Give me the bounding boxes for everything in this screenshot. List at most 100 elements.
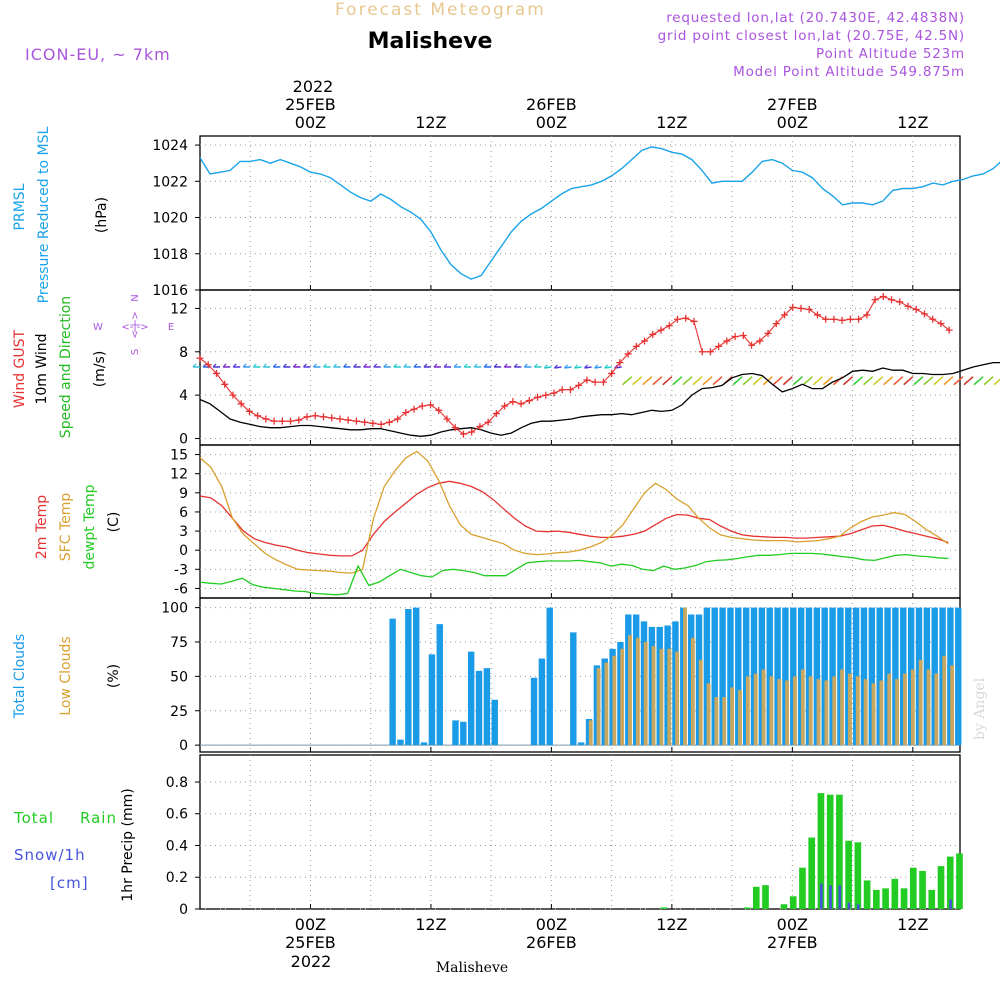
wind-arrow-head	[913, 381, 918, 386]
gust-marker	[846, 315, 854, 323]
gust-marker	[542, 391, 550, 399]
wind-arrow	[604, 366, 612, 369]
wind-y-tick-label: 4	[179, 388, 188, 404]
wind-arrow-head	[622, 381, 627, 386]
precip-label-rain: Rain	[80, 809, 117, 827]
gust-marker	[509, 398, 517, 406]
wind-arrow-head	[692, 381, 697, 386]
gust-marker	[558, 386, 566, 394]
bottom-date-label: 25FEB	[285, 933, 336, 952]
wind-label-10m: 10m Wind	[34, 333, 50, 404]
bottom-date-label: 27FEB	[767, 933, 818, 952]
low-cloud-bar	[934, 673, 939, 746]
compass-arrows-h: <-|->	[121, 322, 148, 333]
low-cloud-bar	[588, 720, 593, 746]
gust-marker	[682, 314, 690, 322]
low-cloud-bar	[706, 683, 711, 746]
wind-arrow-head	[403, 363, 408, 368]
gust-marker	[698, 348, 706, 356]
wind-arrow-head	[993, 381, 998, 386]
wind-arrow-head	[772, 381, 777, 386]
low-cloud-bar	[950, 665, 955, 746]
wind-arrow-head	[903, 381, 908, 386]
top-hour-label: 12Z	[415, 113, 446, 132]
snow-bar	[949, 899, 952, 909]
total-cloud-bar	[420, 742, 428, 746]
gust-marker	[937, 320, 945, 328]
low-cloud-bar	[785, 680, 790, 746]
top-date-label: 27FEB	[767, 95, 818, 114]
gust-marker	[254, 412, 262, 420]
gust-marker	[912, 306, 920, 314]
pressure-label-prmsl: PRMSL	[12, 183, 28, 230]
wind-arrow	[574, 366, 582, 369]
gust-marker	[624, 350, 632, 358]
precip-y-tick-label: 0.8	[166, 775, 188, 791]
tdew-line	[199, 552, 949, 596]
cloud-label-total: Total Clouds	[12, 634, 28, 719]
wind-arrow-head	[642, 381, 647, 386]
temperature-frame	[199, 444, 961, 599]
low-cloud-bar	[690, 637, 695, 746]
bottom-hour-label: 12Z	[415, 915, 446, 934]
total-cloud-bar	[727, 607, 734, 746]
wind-label-gust: Wind GUST	[12, 329, 28, 408]
total-cloud-bar	[405, 609, 412, 746]
low-cloud-bar	[651, 646, 656, 746]
wind-compass: N E S W <-|-> <-|->	[93, 294, 174, 355]
total-cloud-bar	[719, 607, 726, 746]
wind-arrow-head	[292, 363, 297, 368]
snow-bar	[819, 883, 823, 909]
clouds-y-tick-label: 100	[161, 601, 188, 617]
total-cloud-bar	[475, 670, 483, 746]
pressure-y-tick-label: 1024	[152, 138, 188, 154]
top-date-label: 25FEB	[285, 95, 336, 114]
total-cloud-bar	[412, 607, 420, 746]
wind-arrow	[594, 366, 602, 369]
wind-arrow-head	[604, 364, 609, 369]
wind-arrow-head	[682, 381, 687, 386]
wind-arrow-head	[192, 363, 197, 368]
low-cloud-bar	[738, 690, 742, 746]
gust-marker	[805, 306, 813, 314]
temperature-y-tick-label: 9	[179, 486, 188, 502]
panels: 1016101810201022102404812-6-303691215025…	[152, 135, 1000, 918]
gust-marker	[196, 354, 204, 362]
top-hour-label: 12Z	[897, 113, 928, 132]
temperature-y-tick-label: 6	[179, 505, 188, 521]
low-cloud-bar	[761, 669, 766, 746]
bottom-date-label: 26FEB	[526, 933, 577, 952]
gust-marker	[451, 424, 459, 432]
rain-bar	[789, 896, 797, 909]
precip-label-snow: Snow/1h	[14, 846, 86, 864]
rain-bar	[845, 840, 852, 909]
wind-arrow-head	[242, 363, 247, 368]
requested-coords: requested lon,lat (20.7430E, 42.4838N)	[666, 10, 965, 26]
gust-marker	[575, 381, 583, 389]
gust-marker	[731, 333, 739, 341]
clouds-y-tick-label: 25	[170, 704, 188, 720]
bottom-hour-label: 00Z	[777, 915, 808, 934]
wind-arrow-head	[752, 381, 757, 386]
wind-arrow-head	[343, 363, 348, 368]
gust-marker	[838, 316, 846, 324]
low-cloud-bar	[942, 655, 947, 746]
low-cloud-bar	[604, 662, 609, 746]
precip-label-unit: 1hr Precip (mm)	[120, 788, 136, 901]
wind-arrow-head	[943, 381, 948, 386]
precip-panel: 0 0.2 0.4 0.6 0.8	[166, 754, 963, 918]
wind-arrow-head	[212, 363, 217, 368]
gust-marker	[270, 417, 278, 425]
gust-marker	[517, 400, 525, 408]
wind-y-tick-label: 12	[170, 301, 188, 317]
low-cloud-bar	[918, 659, 923, 746]
gust-marker	[616, 359, 624, 367]
low-cloud-bar	[808, 676, 813, 746]
gust-marker	[945, 326, 953, 334]
total-cloud-bar	[892, 607, 899, 746]
total-cloud-bar	[483, 668, 491, 746]
gust-marker	[756, 337, 764, 345]
total-cloud-bar	[821, 607, 828, 746]
wind-arrow-head	[574, 364, 578, 369]
rain-bar	[762, 885, 769, 909]
